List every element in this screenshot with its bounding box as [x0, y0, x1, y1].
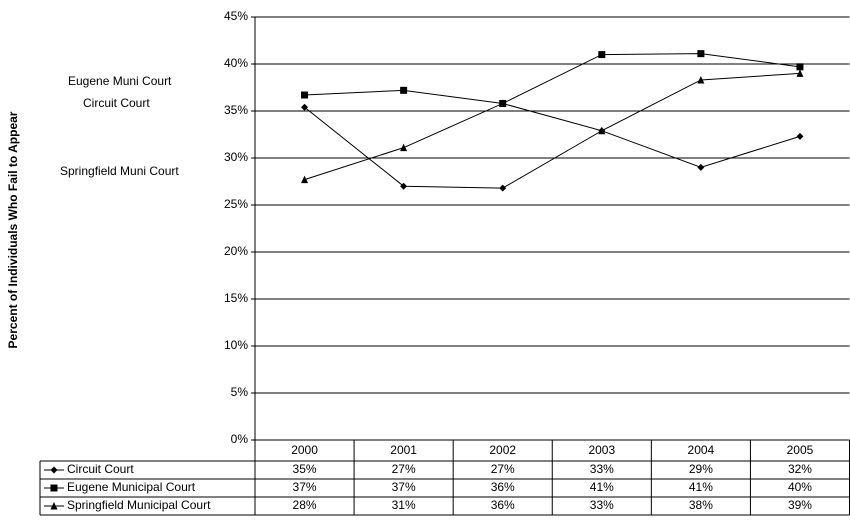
point	[301, 91, 309, 99]
point	[400, 182, 408, 190]
table-value: 38%	[689, 498, 713, 512]
annotation: Circuit Court	[83, 96, 150, 110]
y-tick-label: 5%	[231, 385, 249, 399]
x-tick-label: 2000	[291, 443, 318, 457]
table-value: 41%	[689, 480, 713, 494]
table-value: 36%	[491, 498, 515, 512]
y-tick-label: 25%	[224, 197, 248, 211]
x-tick-label: 2002	[489, 443, 516, 457]
y-tick-label: 45%	[224, 9, 248, 23]
point	[796, 63, 804, 71]
series-line	[304, 106, 801, 189]
annotation: Springfield Muni Court	[60, 164, 179, 178]
table-value: 32%	[788, 462, 812, 476]
x-tick-label: 2003	[588, 443, 615, 457]
point	[301, 175, 309, 184]
series-line	[304, 53, 801, 104]
table-value: 37%	[293, 480, 317, 494]
point	[400, 86, 408, 94]
legend-label: Springfield Municipal Court	[67, 498, 211, 512]
table-value: 40%	[788, 480, 812, 494]
table-value: 35%	[293, 462, 317, 476]
y-tick-label: 35%	[224, 103, 248, 117]
point	[796, 69, 804, 77]
point	[301, 103, 309, 111]
table-value: 31%	[392, 498, 416, 512]
point	[400, 143, 408, 152]
x-tick-label: 2005	[787, 443, 814, 457]
y-tick-label: 40%	[224, 56, 248, 70]
legend-label: Circuit Court	[67, 462, 134, 476]
legend-marker	[50, 502, 58, 510]
table-value: 39%	[788, 498, 812, 512]
point	[598, 51, 606, 59]
table-value: 37%	[392, 480, 416, 494]
y-tick-label: 20%	[224, 244, 248, 258]
legend-marker	[50, 466, 58, 474]
table-value: 28%	[293, 498, 317, 512]
point	[598, 126, 606, 135]
table-value: 29%	[689, 462, 713, 476]
series-line	[304, 72, 800, 181]
table-value: 27%	[491, 462, 515, 476]
table-value: 33%	[590, 498, 614, 512]
point	[697, 75, 705, 84]
legend-marker	[50, 484, 58, 492]
point	[499, 184, 507, 192]
x-tick-label: 2001	[390, 443, 417, 457]
x-tick-label: 2004	[688, 443, 715, 457]
point	[697, 50, 705, 58]
y-tick-label: 0%	[231, 432, 249, 446]
legend-label: Eugene Municipal Court	[67, 480, 196, 494]
y-tick-label: 15%	[224, 291, 248, 305]
y-tick-label: 10%	[224, 338, 248, 352]
table-value: 41%	[590, 480, 614, 494]
y-axis-label: Percent of Individuals Who Fail to Appea…	[6, 111, 20, 348]
table-value: 27%	[392, 462, 416, 476]
y-tick-label: 30%	[224, 150, 248, 164]
point	[499, 99, 507, 107]
point	[697, 163, 705, 171]
annotation: Eugene Muni Court	[68, 74, 172, 88]
table-value: 33%	[590, 462, 614, 476]
point	[796, 132, 804, 140]
table-value: 36%	[491, 480, 515, 494]
